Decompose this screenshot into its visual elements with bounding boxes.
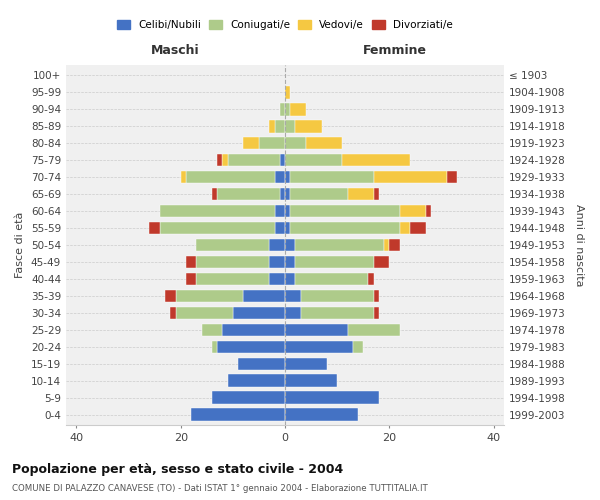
Bar bbox=[295, 256, 374, 268]
Bar bbox=[196, 238, 269, 252]
Bar bbox=[290, 222, 400, 234]
Bar bbox=[186, 256, 196, 268]
Text: Popolazione per età, sesso e stato civile - 2004: Popolazione per età, sesso e stato civil… bbox=[12, 462, 343, 475]
Bar bbox=[285, 188, 290, 200]
Bar bbox=[275, 170, 285, 183]
Bar bbox=[426, 204, 431, 218]
Bar bbox=[285, 340, 353, 353]
Y-axis label: Anni di nascita: Anni di nascita bbox=[574, 204, 584, 286]
Bar bbox=[196, 256, 269, 268]
Bar bbox=[223, 154, 227, 166]
Bar bbox=[217, 340, 285, 353]
Bar bbox=[285, 222, 290, 234]
Bar bbox=[217, 154, 223, 166]
Bar bbox=[186, 272, 196, 285]
Bar bbox=[295, 120, 322, 132]
Text: Femmine: Femmine bbox=[362, 44, 427, 57]
Bar bbox=[347, 188, 374, 200]
Bar bbox=[295, 238, 384, 252]
Bar bbox=[374, 170, 446, 183]
Bar bbox=[269, 238, 285, 252]
Bar bbox=[186, 170, 275, 183]
Bar bbox=[285, 170, 290, 183]
Bar bbox=[217, 188, 280, 200]
Legend: Celibi/Nubili, Coniugati/e, Vedovi/e, Divorziati/e: Celibi/Nubili, Coniugati/e, Vedovi/e, Di… bbox=[113, 16, 457, 34]
Bar bbox=[285, 290, 301, 302]
Bar bbox=[389, 238, 400, 252]
Bar bbox=[285, 408, 358, 421]
Bar bbox=[181, 170, 186, 183]
Bar bbox=[269, 272, 285, 285]
Bar bbox=[202, 324, 223, 336]
Bar bbox=[285, 154, 343, 166]
Bar bbox=[176, 306, 233, 320]
Bar bbox=[301, 290, 374, 302]
Bar bbox=[290, 188, 347, 200]
Bar bbox=[374, 256, 389, 268]
Bar bbox=[285, 324, 347, 336]
Bar bbox=[227, 154, 280, 166]
Bar bbox=[343, 154, 410, 166]
Bar bbox=[285, 136, 306, 149]
Bar bbox=[259, 136, 285, 149]
Bar bbox=[275, 222, 285, 234]
Bar bbox=[160, 204, 275, 218]
Text: COMUNE DI PALAZZO CANAVESE (TO) - Dati ISTAT 1° gennaio 2004 - Elaborazione TUTT: COMUNE DI PALAZZO CANAVESE (TO) - Dati I… bbox=[12, 484, 428, 493]
Bar bbox=[212, 188, 217, 200]
Bar bbox=[212, 392, 285, 404]
Bar bbox=[280, 154, 285, 166]
Bar bbox=[176, 290, 243, 302]
Bar bbox=[285, 120, 295, 132]
Text: Maschi: Maschi bbox=[151, 44, 200, 57]
Bar bbox=[212, 340, 217, 353]
Bar bbox=[368, 272, 374, 285]
Bar bbox=[446, 170, 457, 183]
Bar bbox=[285, 392, 379, 404]
Bar bbox=[290, 103, 306, 116]
Bar bbox=[269, 256, 285, 268]
Bar bbox=[301, 306, 374, 320]
Bar bbox=[170, 306, 176, 320]
Bar bbox=[238, 358, 285, 370]
Bar bbox=[400, 204, 426, 218]
Bar bbox=[285, 204, 290, 218]
Bar bbox=[160, 222, 275, 234]
Bar bbox=[285, 374, 337, 387]
Bar bbox=[384, 238, 389, 252]
Bar bbox=[306, 136, 343, 149]
Bar bbox=[410, 222, 426, 234]
Bar bbox=[285, 256, 295, 268]
Bar bbox=[165, 290, 176, 302]
Bar bbox=[285, 86, 290, 99]
Bar bbox=[196, 272, 269, 285]
Bar bbox=[374, 188, 379, 200]
Y-axis label: Fasce di età: Fasce di età bbox=[16, 212, 25, 278]
Bar bbox=[400, 222, 410, 234]
Bar bbox=[374, 306, 379, 320]
Bar bbox=[285, 238, 295, 252]
Bar bbox=[290, 170, 374, 183]
Bar bbox=[243, 136, 259, 149]
Bar bbox=[233, 306, 285, 320]
Bar bbox=[280, 103, 285, 116]
Bar bbox=[353, 340, 363, 353]
Bar bbox=[149, 222, 160, 234]
Bar bbox=[191, 408, 285, 421]
Bar bbox=[290, 204, 400, 218]
Bar bbox=[295, 272, 368, 285]
Bar bbox=[275, 204, 285, 218]
Bar bbox=[285, 272, 295, 285]
Bar bbox=[269, 120, 275, 132]
Bar bbox=[374, 290, 379, 302]
Bar bbox=[285, 306, 301, 320]
Bar bbox=[227, 374, 285, 387]
Bar bbox=[347, 324, 400, 336]
Bar bbox=[243, 290, 285, 302]
Bar bbox=[280, 188, 285, 200]
Bar bbox=[285, 103, 290, 116]
Bar bbox=[275, 120, 285, 132]
Bar bbox=[223, 324, 285, 336]
Bar bbox=[285, 358, 327, 370]
